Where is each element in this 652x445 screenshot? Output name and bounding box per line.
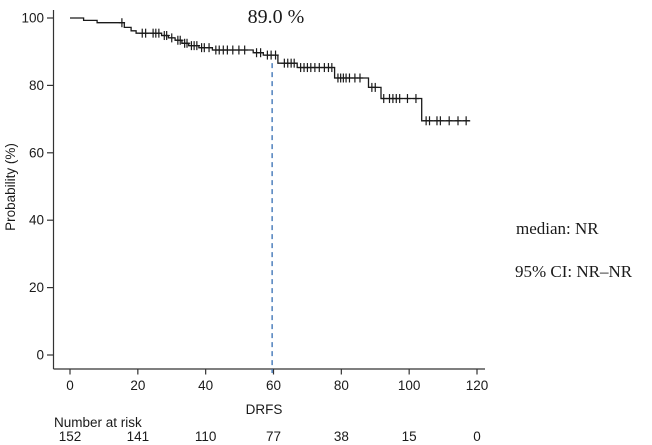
svg-text:20: 20 (29, 280, 44, 295)
number-at-risk-values: 152 141 110 77 38 15 0 (59, 429, 481, 444)
svg-text:60: 60 (29, 145, 44, 160)
svg-text:0: 0 (36, 348, 44, 363)
svg-text:0: 0 (473, 429, 481, 444)
y-axis-label: Probability (%) (3, 143, 18, 231)
svg-text:0: 0 (66, 378, 74, 393)
svg-text:80: 80 (334, 378, 349, 393)
svg-text:20: 20 (130, 378, 145, 393)
svg-text:80: 80 (29, 78, 44, 93)
svg-text:40: 40 (198, 378, 213, 393)
svg-text:77: 77 (266, 429, 281, 444)
svg-text:38: 38 (334, 429, 349, 444)
svg-text:152: 152 (59, 429, 82, 444)
svg-text:40: 40 (29, 213, 44, 228)
x-axis-label: DRFS (246, 402, 283, 417)
svg-text:100: 100 (398, 378, 421, 393)
survival-step-curve (70, 17, 471, 122)
median-text: median: NR (516, 219, 599, 238)
axes: 0 20 40 60 80 100 0 20 40 60 80 100 120 (21, 10, 488, 393)
svg-text:60: 60 (266, 378, 281, 393)
number-at-risk-label: Number at risk (54, 415, 142, 430)
svg-text:15: 15 (402, 429, 417, 444)
svg-text:100: 100 (21, 11, 44, 26)
censor-tick-marks (118, 18, 470, 126)
ci-text: 95% CI: NR–NR (515, 262, 633, 281)
svg-text:110: 110 (195, 429, 217, 444)
svg-text:120: 120 (466, 378, 489, 393)
svg-text:141: 141 (127, 429, 150, 444)
landmark-annotation: 89.0 % (248, 6, 305, 28)
